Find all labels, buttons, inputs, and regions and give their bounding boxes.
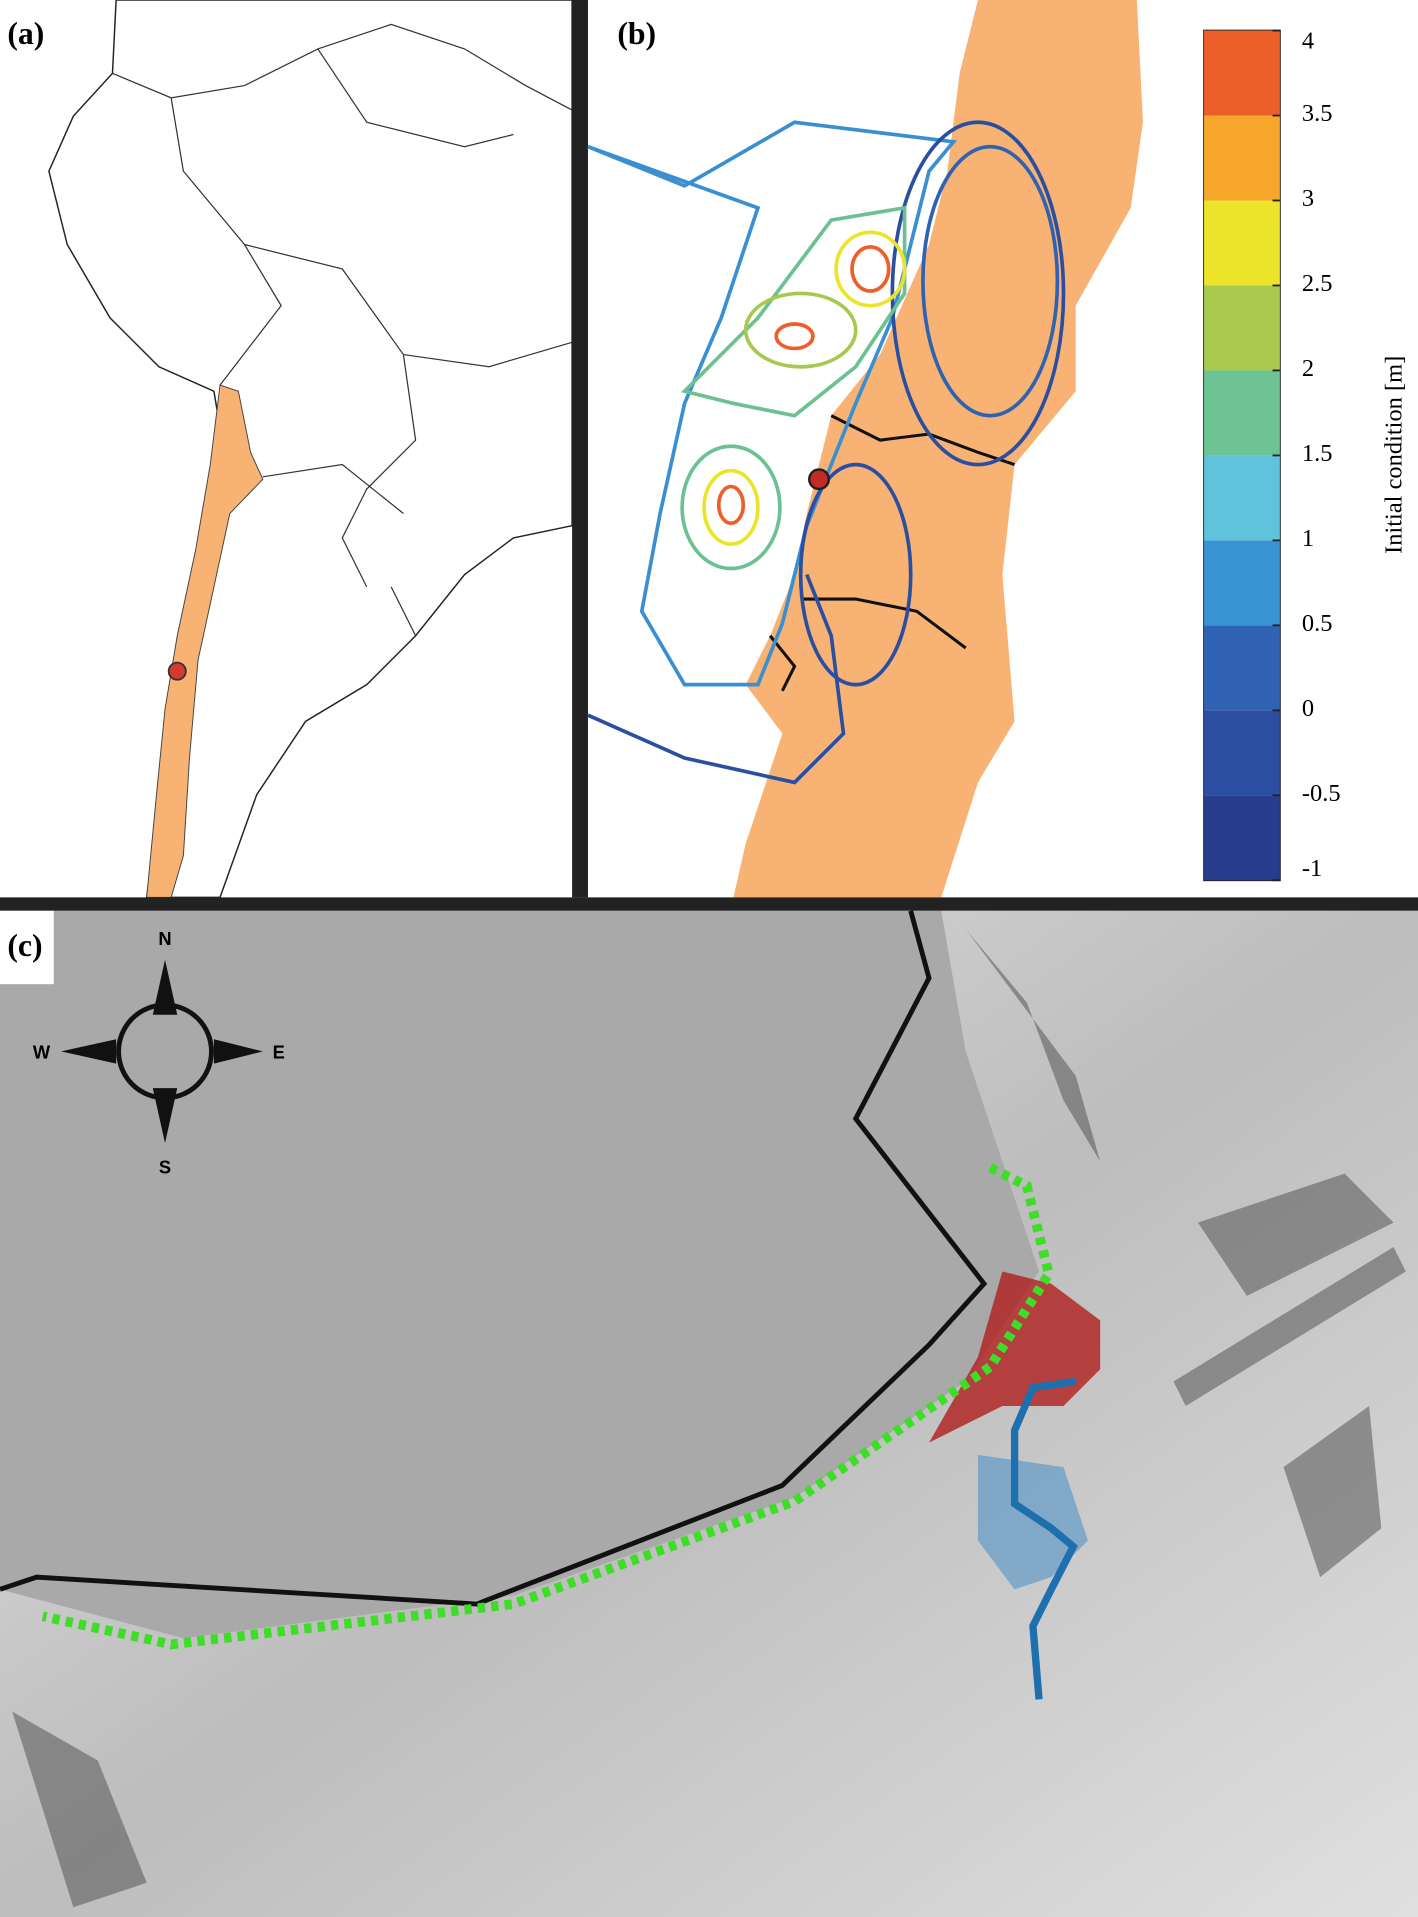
colorbar-band	[1204, 540, 1280, 626]
colorbar-tick-label: 4	[1302, 27, 1314, 54]
land	[733, 0, 1143, 898]
panel-label: (b)	[617, 16, 656, 51]
compass-n: N	[158, 928, 171, 949]
colorbar-band	[1204, 30, 1280, 116]
colorbar-tick-label: 2	[1302, 355, 1314, 382]
colorbar-tick-label: 2.5	[1302, 270, 1333, 297]
divider	[0, 897, 1418, 911]
compass-e: E	[273, 1042, 285, 1063]
compass: N S E W	[33, 928, 285, 1178]
colorbar-band	[1204, 200, 1280, 286]
divider	[572, 0, 588, 898]
panel-b: -1 -0.5 0 0.5 1 1.5 2 2.5 3 3.5 4 Initial conditio…	[587, 0, 1408, 898]
colorbar-tick-label: -1	[1302, 855, 1322, 882]
colorbar-tick-label: 3	[1302, 185, 1314, 212]
panel-c: (c) N S E W	[0, 910, 1418, 1917]
panel-label: (a)	[7, 16, 44, 51]
colorbar: -1 -0.5 0 0.5 1 1.5 2 2.5 3 3.5 4	[1204, 27, 1341, 882]
inundation-negative	[977, 1454, 1088, 1590]
panel-a: (a)	[0, 0, 573, 899]
colorbar-tick-label: 1	[1302, 525, 1314, 552]
inundation-positive	[929, 1271, 1101, 1443]
chile	[146, 384, 264, 898]
panel-label: (c)	[7, 928, 42, 963]
contours	[587, 120, 1066, 785]
terrain	[0, 910, 1418, 1917]
border-lines	[112, 23, 573, 637]
site-marker	[808, 468, 831, 491]
colorbar-tick-label: 0.5	[1302, 610, 1333, 637]
river	[1010, 1377, 1078, 1700]
colorbar-tick-label: 1.5	[1302, 440, 1333, 467]
model-boundary	[0, 910, 988, 1607]
colorbar-band	[1204, 625, 1280, 711]
colorbar-band	[1204, 710, 1280, 796]
compass-s: S	[159, 1157, 171, 1178]
colorbar-band	[1204, 285, 1280, 371]
colorbar-band	[1204, 370, 1280, 456]
colorbar-tick-label: 0	[1302, 695, 1314, 722]
colorbar-band	[1204, 455, 1280, 541]
colorbar-tick-label: 3.5	[1302, 100, 1333, 127]
colorbar-band	[1204, 795, 1280, 881]
colorbar-tick-label: -0.5	[1302, 780, 1341, 807]
label-box	[0, 910, 54, 985]
colorbar-band	[1204, 115, 1280, 201]
site-marker	[167, 661, 187, 681]
compass-w: W	[33, 1042, 51, 1063]
colorbar-label: Initial condition [m]	[1381, 356, 1408, 554]
coastline-transect	[41, 1163, 1055, 1650]
